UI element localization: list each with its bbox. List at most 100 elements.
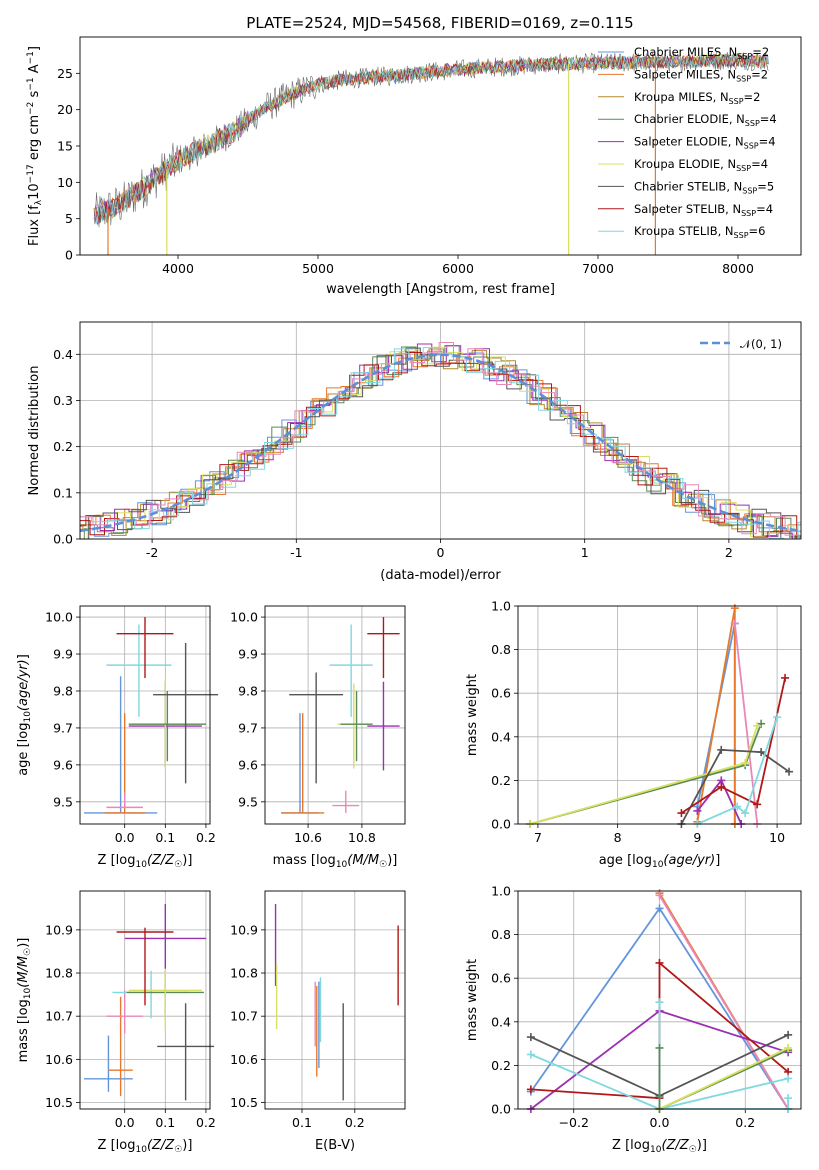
mass-vs-metallicity-panel: 0.0 0.1 0.210.510.610.710.810.9Z [log10(Z/… bbox=[16, 890, 216, 1155]
x-tick-label: 0.0 bbox=[650, 1115, 670, 1130]
y-tick-label: 0.4 bbox=[491, 729, 511, 744]
y-tick-label: 20 bbox=[57, 102, 73, 117]
spectrum-panel: 4000 5000 6000 7000 8000 0 5 10 15 20 25 Chabrier M… bbox=[26, 36, 802, 297]
text-span: Salpeter MILES, N bbox=[634, 67, 736, 81]
text-span: (age/yr) bbox=[663, 853, 715, 868]
text-span: (Z/Z bbox=[147, 853, 175, 868]
y-tick-label: 0.0 bbox=[491, 1102, 511, 1117]
x-tick-label: 0 bbox=[437, 545, 445, 560]
weight-series-line bbox=[680, 748, 790, 825]
text-span: ] bbox=[16, 654, 31, 659]
text-span: Salpeter ELODIE, N bbox=[634, 135, 744, 149]
text-span: Salpeter STELIB, N bbox=[634, 202, 741, 216]
residual-histogram-line bbox=[80, 348, 801, 538]
x-axis-label: wavelength [Angstrom, rest frame] bbox=[326, 282, 555, 297]
y-tick-label: 10.8 bbox=[45, 966, 73, 981]
text-span: SSP bbox=[736, 74, 751, 83]
x-axis-label: Z [log10(Z/Z☉)] bbox=[98, 853, 193, 870]
y-axis-label: mass weight bbox=[465, 959, 480, 1041]
text-span: Z [log bbox=[612, 1138, 650, 1153]
y-tick-label: 10.9 bbox=[230, 922, 258, 937]
model-spectrum-line bbox=[94, 54, 769, 223]
y-tick-label: 0.8 bbox=[491, 642, 511, 657]
figure-title: PLATE=2524, MJD=54568, FIBERID=0169, z=0… bbox=[246, 14, 633, 32]
text-span: =2 bbox=[744, 90, 761, 104]
text-span: λ bbox=[34, 199, 44, 205]
x-tick-label: 0.1 bbox=[292, 1115, 312, 1130]
x-tick-label: 8000 bbox=[722, 261, 754, 276]
text-span: ] bbox=[715, 853, 720, 868]
text-span: )] bbox=[697, 1138, 707, 1153]
residual-histogram-line bbox=[80, 346, 801, 540]
x-axis-label: Z [log10(Z/Z☉)] bbox=[612, 1138, 707, 1155]
y-tick-label: 25 bbox=[57, 66, 73, 81]
text-span: −2 bbox=[26, 102, 36, 115]
text-span: ☉ bbox=[174, 1145, 182, 1155]
legend-label: Chabrier ELODIE, NSSP=4 bbox=[634, 112, 777, 128]
text-span: )] bbox=[182, 853, 192, 868]
x-axis-label: (data-model)/error bbox=[380, 568, 501, 583]
y-tick-label: 9.7 bbox=[238, 720, 258, 735]
weight-series-line bbox=[529, 723, 762, 825]
text-span: 10 bbox=[23, 987, 33, 999]
axes-frame bbox=[264, 605, 406, 825]
text-span: Chabrier ELODIE, N bbox=[634, 112, 745, 126]
y-tick-label: 9.9 bbox=[238, 647, 258, 662]
y-tick-label: 10.6 bbox=[45, 1052, 73, 1067]
x-tick-label: 7000 bbox=[582, 261, 614, 276]
text-span: SSP bbox=[744, 142, 759, 151]
text-span: 10 bbox=[23, 711, 33, 723]
y-tick-label: 10.6 bbox=[230, 1052, 258, 1067]
legend-label: Salpeter MILES, NSSP=2 bbox=[634, 67, 768, 83]
y-tick-label: 0.3 bbox=[53, 393, 73, 408]
y-tick-label: 0.4 bbox=[53, 347, 73, 362]
weight-series-line bbox=[680, 677, 786, 814]
y-tick-label: 10.7 bbox=[45, 1009, 73, 1024]
axes-frame bbox=[517, 605, 802, 825]
y-tick-label: 10.9 bbox=[45, 922, 73, 937]
x-tick-label: 0.2 bbox=[196, 1115, 216, 1130]
text-span: s bbox=[27, 90, 42, 101]
legend-label: Kroupa ELODIE, NSSP=4 bbox=[634, 157, 768, 173]
text-span: Kroupa STELIB, N bbox=[634, 224, 734, 238]
weight-series-line bbox=[529, 725, 759, 825]
y-tick-label: 9.8 bbox=[53, 683, 73, 698]
text-span: =4 bbox=[760, 112, 777, 126]
y-tick-label: 9.8 bbox=[238, 683, 258, 698]
y-tick-label: 15 bbox=[57, 139, 73, 154]
age-vs-metallicity-panel: 0.0 0.1 0.29.59.69.79.89.910.0Z [log10(Z/Z… bbox=[16, 605, 219, 870]
normal-distribution-line bbox=[79, 353, 802, 533]
text-span: 10 bbox=[652, 860, 664, 870]
x-tick-label: -2 bbox=[146, 545, 158, 560]
text-span: 10 bbox=[27, 183, 42, 200]
y-tick-label: 10.0 bbox=[45, 610, 73, 625]
text-span: erg cm bbox=[27, 115, 42, 164]
text-span: E(B-V) bbox=[315, 1138, 355, 1153]
x-tick-label: 6000 bbox=[442, 261, 474, 276]
text-span: ☉ bbox=[23, 948, 33, 956]
y-tick-label: 1.0 bbox=[491, 884, 511, 899]
text-span: SSP bbox=[737, 52, 752, 61]
y-tick-label: 9.9 bbox=[53, 647, 73, 662]
y-axis-label: age [log10(age/yr)] bbox=[16, 654, 33, 776]
x-tick-label: 0.1 bbox=[155, 830, 175, 845]
y-tick-label: 0.4 bbox=[491, 1014, 511, 1029]
y-axis-label: mass weight bbox=[465, 674, 480, 756]
text-span: SSP bbox=[736, 164, 751, 173]
x-tick-label: 1 bbox=[581, 545, 589, 560]
text-span: 10 bbox=[336, 860, 348, 870]
axes-frame bbox=[79, 36, 802, 256]
text-span: (Z/Z bbox=[661, 1138, 689, 1153]
x-tick-label: 5000 bbox=[302, 261, 334, 276]
legend-label: Chabrier STELIB, NSSP=5 bbox=[634, 179, 774, 195]
x-axis-label: E(B-V) bbox=[315, 1138, 355, 1153]
x-tick-label: 10 bbox=[769, 830, 785, 845]
x-tick-label: 4000 bbox=[162, 261, 194, 276]
legend-label: Chabrier MILES, NSSP=2 bbox=[634, 45, 769, 61]
text-span: SSP bbox=[729, 97, 744, 106]
legend-label: Kroupa MILES, NSSP=2 bbox=[634, 90, 760, 106]
x-axis-label: age [log10(age/yr)] bbox=[599, 853, 721, 870]
text-span: age [log bbox=[16, 723, 31, 776]
text-span: (M/M bbox=[16, 956, 31, 988]
